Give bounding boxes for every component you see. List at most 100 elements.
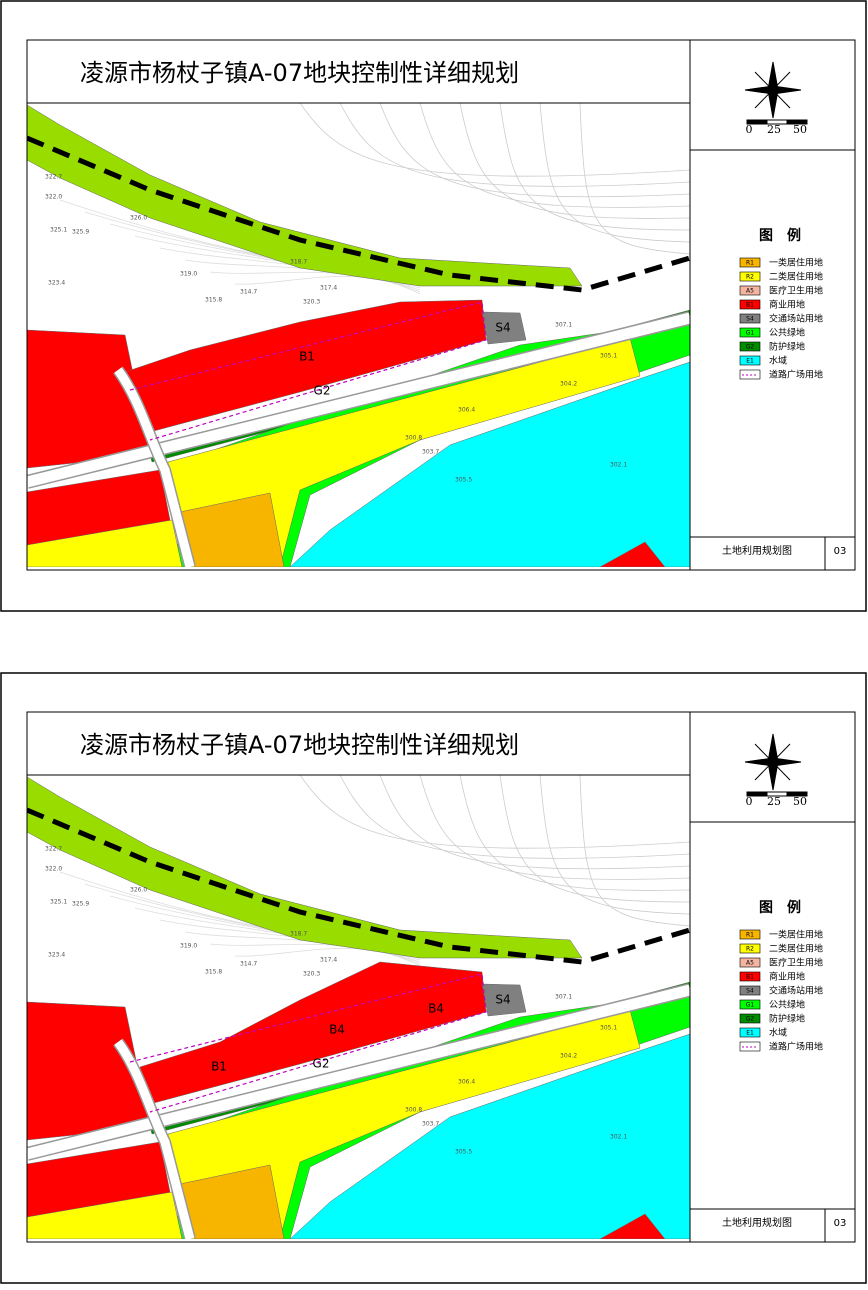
legend-label: 一类居住用地 <box>769 257 823 269</box>
se-red <box>599 1213 666 1239</box>
elevation: 322.7 <box>45 174 62 181</box>
elevation: 305.1 <box>600 1025 617 1032</box>
compass <box>744 733 802 791</box>
legend-code: E1 <box>746 358 754 365</box>
contour <box>459 775 690 891</box>
elevation: 320.3 <box>303 299 320 306</box>
scale-label: 50 <box>793 795 807 808</box>
elevation: 318.7 <box>290 931 307 938</box>
contour <box>459 103 690 219</box>
footer-number: 03 <box>834 546 847 557</box>
elevation: 325.1 <box>50 899 67 906</box>
elevation: 325.1 <box>50 227 67 234</box>
legend-swatch <box>739 929 761 940</box>
legend-swatch <box>739 327 761 338</box>
legend-label: 医疗卫生用地 <box>769 285 823 297</box>
footer-name: 土地利用规划图 <box>722 544 792 557</box>
footer-name: 土地利用规划图 <box>722 1216 792 1229</box>
legend-label: 防护绿地 <box>769 341 805 353</box>
transport <box>481 311 527 345</box>
elevation: 322.7 <box>45 846 62 853</box>
legend-heading: 图 例 <box>759 899 801 916</box>
road <box>27 984 690 1160</box>
elevation: 304.2 <box>560 1053 577 1060</box>
elevation: 305.1 <box>600 353 617 360</box>
legend-swatch <box>739 1013 761 1024</box>
sw-yellow <box>27 1191 183 1239</box>
contour <box>379 103 690 198</box>
railway <box>27 135 690 293</box>
legend-label: 医疗卫生用地 <box>769 957 823 969</box>
legend-label: 水域 <box>769 355 787 367</box>
elevation: 302.1 <box>610 1134 627 1141</box>
elevation: 317.4 <box>320 957 337 964</box>
sw-yellow <box>27 519 183 567</box>
zone-label: B4 <box>428 1002 444 1016</box>
legend-swatch <box>739 299 761 310</box>
contour <box>579 103 690 255</box>
elevation: 302.1 <box>610 462 627 469</box>
water <box>289 1033 690 1239</box>
elevation: 305.5 <box>455 1149 472 1156</box>
elevation: 314.7 <box>240 289 257 296</box>
residential <box>167 1009 641 1239</box>
legend-code: R2 <box>746 946 754 953</box>
legend-label: 道路广场用地 <box>769 369 823 381</box>
contour <box>299 103 690 177</box>
elevation: 318.7 <box>290 259 307 266</box>
contour <box>499 775 690 903</box>
title: 凌源市杨杖子镇A-07地块控制性详细规划 <box>80 59 519 87</box>
road <box>114 367 195 567</box>
scale-label: 25 <box>767 123 781 136</box>
legend-label: 二类居住用地 <box>769 943 823 955</box>
zone-label: B1 <box>211 1060 227 1074</box>
commercial <box>139 961 487 1105</box>
elevation: 317.4 <box>320 285 337 292</box>
elevation: 319.0 <box>180 271 197 278</box>
legend-swatch <box>739 971 761 982</box>
compass <box>744 61 802 119</box>
contour <box>339 103 690 187</box>
contour <box>539 103 690 243</box>
elevation: 325.9 <box>72 901 89 908</box>
contour <box>419 103 690 208</box>
scale-label: 25 <box>767 795 781 808</box>
legend-swatch <box>739 341 761 352</box>
contour <box>379 775 690 870</box>
contour <box>299 775 690 849</box>
legend-code: S4 <box>746 316 754 323</box>
legend-swatch <box>739 999 761 1010</box>
legend-code: B1 <box>746 974 754 981</box>
elevation: 326.0 <box>130 887 147 894</box>
road <box>27 312 690 488</box>
legend-label: 防护绿地 <box>769 1013 805 1025</box>
title: 凌源市杨杖子镇A-07地块控制性详细规划 <box>80 731 519 759</box>
legend-code: S4 <box>746 988 754 995</box>
elevation: 306.4 <box>458 1079 475 1086</box>
legend-code: B1 <box>746 302 754 309</box>
elevation: 306.4 <box>458 407 475 414</box>
zone-label: S4 <box>495 993 510 1007</box>
elevation: 303.7 <box>422 449 439 456</box>
contour <box>234 275 421 295</box>
scale-label: 0 <box>746 123 753 136</box>
water <box>289 361 690 567</box>
legend-label: 公共绿地 <box>769 999 805 1011</box>
zone-label: S4 <box>495 321 510 335</box>
legend-swatch <box>739 285 761 296</box>
legend-label: 交通场站用地 <box>769 985 823 997</box>
legend-label: 二类居住用地 <box>769 271 823 283</box>
legend-swatch <box>739 957 761 968</box>
zone-label: B4 <box>329 1023 345 1037</box>
boundary <box>129 301 487 441</box>
elevation: 322.0 <box>45 866 62 873</box>
legend-label: 商业用地 <box>769 971 805 983</box>
road <box>114 1039 195 1239</box>
elevation: 326.0 <box>130 215 147 222</box>
legend-code: G1 <box>746 1002 755 1009</box>
legend-label: 交通场站用地 <box>769 313 823 325</box>
contour <box>419 775 690 880</box>
elevation: 315.8 <box>205 297 222 304</box>
legend-code: A5 <box>746 960 754 967</box>
